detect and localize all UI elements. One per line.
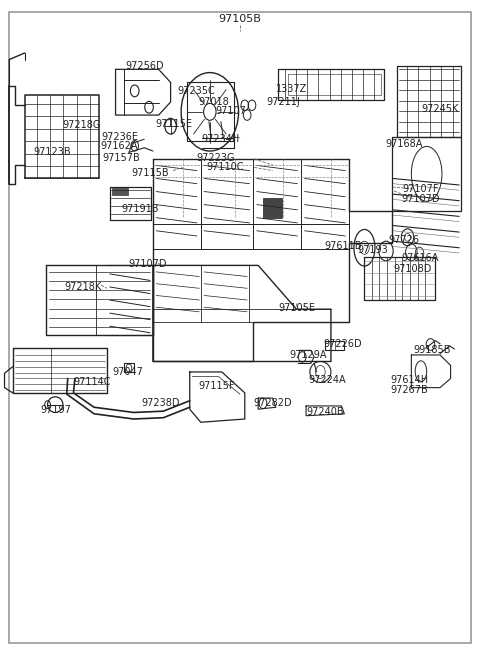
Text: 97115E: 97115E bbox=[156, 119, 192, 128]
Text: 97611B: 97611B bbox=[324, 242, 361, 252]
Text: 97197: 97197 bbox=[40, 405, 71, 415]
Text: 97193: 97193 bbox=[358, 246, 388, 255]
Text: 97108D: 97108D bbox=[393, 264, 432, 274]
Text: 97107D: 97107D bbox=[402, 194, 440, 204]
Text: 97110C: 97110C bbox=[206, 162, 243, 172]
Text: 97245K: 97245K bbox=[421, 103, 459, 113]
Text: 97162A: 97162A bbox=[101, 141, 138, 151]
Text: 97107D: 97107D bbox=[129, 259, 168, 269]
Text: 97115B: 97115B bbox=[131, 168, 169, 178]
Text: 97047: 97047 bbox=[112, 367, 143, 377]
Text: 99185B: 99185B bbox=[414, 345, 451, 355]
Text: 97616A: 97616A bbox=[401, 253, 439, 263]
Text: 97191B: 97191B bbox=[122, 204, 159, 214]
Text: 97107F: 97107F bbox=[403, 184, 439, 194]
Text: 97123B: 97123B bbox=[34, 147, 71, 157]
Text: 97114C: 97114C bbox=[74, 377, 111, 386]
Bar bbox=[112, 188, 129, 195]
Text: 97240B: 97240B bbox=[306, 407, 344, 417]
Text: 97168A: 97168A bbox=[385, 140, 422, 149]
Text: 97105B: 97105B bbox=[218, 14, 262, 24]
Text: 97256D: 97256D bbox=[125, 61, 164, 71]
Text: 97218K: 97218K bbox=[64, 282, 102, 292]
Text: 97238D: 97238D bbox=[142, 398, 180, 408]
Text: 97223G: 97223G bbox=[197, 153, 235, 162]
Text: 97226D: 97226D bbox=[324, 339, 362, 350]
Text: 97224A: 97224A bbox=[308, 375, 346, 384]
Text: 97218G: 97218G bbox=[63, 120, 101, 130]
Text: 97115F: 97115F bbox=[199, 381, 235, 391]
Text: 97235C: 97235C bbox=[177, 86, 215, 96]
Text: 97157B: 97157B bbox=[102, 153, 140, 162]
Text: 97614H: 97614H bbox=[390, 375, 429, 384]
Text: 97018: 97018 bbox=[198, 97, 229, 107]
Text: 1337Z: 1337Z bbox=[276, 84, 307, 94]
Text: 97236E: 97236E bbox=[101, 132, 138, 141]
Text: 97234H: 97234H bbox=[202, 134, 240, 144]
Text: 97129A: 97129A bbox=[289, 350, 327, 360]
Text: 97107: 97107 bbox=[215, 105, 246, 115]
Text: 97105E: 97105E bbox=[278, 303, 315, 313]
Bar bbox=[263, 198, 282, 217]
Text: 97726: 97726 bbox=[388, 235, 419, 245]
Text: 97267B: 97267B bbox=[391, 384, 428, 394]
Text: 97211J: 97211J bbox=[266, 97, 300, 107]
Text: 97282D: 97282D bbox=[253, 398, 292, 408]
